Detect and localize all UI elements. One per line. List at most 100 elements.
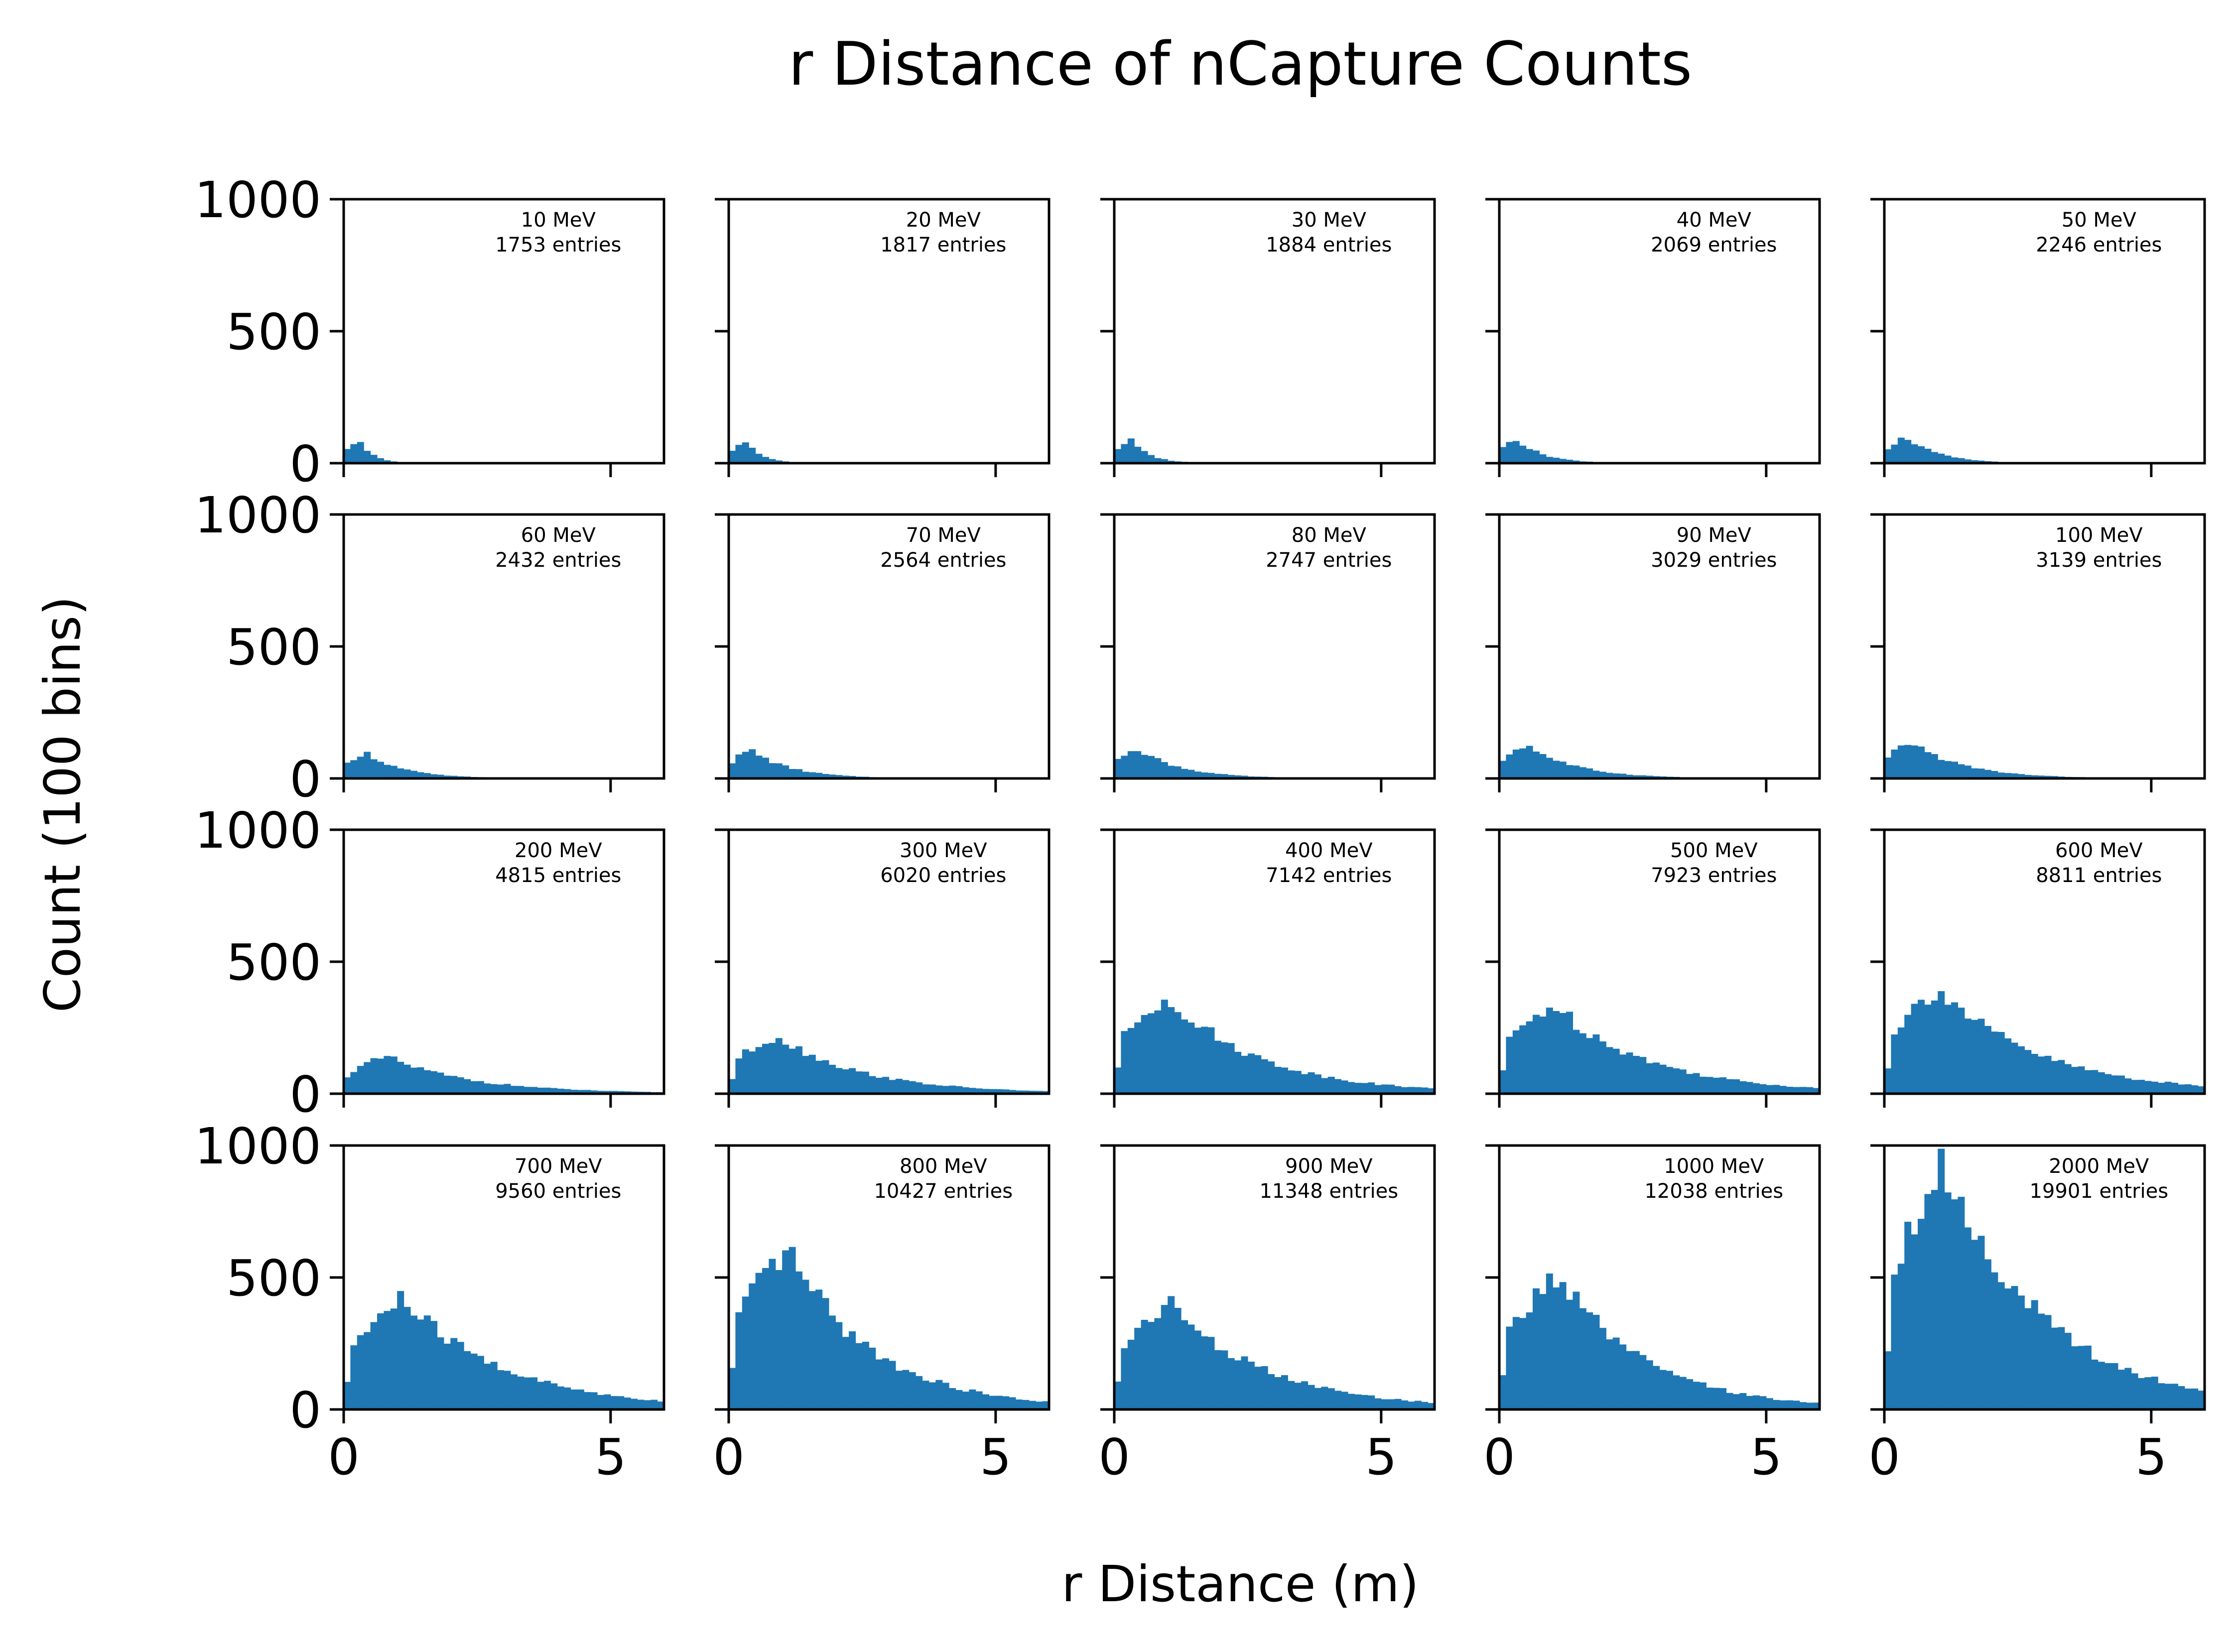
histogram-bar: [1374, 1085, 1382, 1094]
histogram-bar: [1799, 1087, 1807, 1094]
histogram-bar: [1506, 442, 1513, 463]
histogram-bar: [364, 1062, 371, 1094]
histogram-bar: [364, 1332, 371, 1409]
histogram-bar: [357, 757, 364, 778]
histogram-bar: [543, 1381, 551, 1409]
histogram-bar: [357, 442, 364, 463]
histogram-bar: [537, 1087, 544, 1094]
panel-entries-label: 19901 entries: [2029, 1180, 2168, 1203]
histogram-bar: [497, 1370, 505, 1409]
histogram-bar: [869, 1347, 876, 1409]
histogram-bar: [1679, 1377, 1687, 1409]
histogram-bar: [2164, 1081, 2172, 1094]
histogram-bar: [590, 1392, 598, 1409]
histogram-bar: [935, 1085, 943, 1094]
histogram-bar: [749, 1283, 756, 1409]
histogram-bar: [550, 1088, 558, 1094]
histogram-bar: [423, 1070, 431, 1094]
histogram-bar: [1553, 458, 1560, 463]
histogram-bar: [902, 1370, 910, 1409]
histogram-bar: [470, 1081, 478, 1094]
histogram-bar: [755, 1272, 763, 1409]
histogram-bar: [1327, 1388, 1335, 1409]
histogram-bar: [2158, 1083, 2165, 1094]
histogram-bar: [1918, 1219, 1925, 1409]
histogram-bar: [1746, 1396, 1753, 1409]
histogram-bar: [1121, 756, 1128, 778]
histogram-bar: [390, 1056, 397, 1094]
histogram-bar: [2017, 1046, 2025, 1094]
histogram-bar: [384, 460, 391, 463]
histogram-bar: [835, 1068, 843, 1094]
panel-entries-label: 1753 entries: [495, 234, 621, 256]
histogram-bar: [1181, 768, 1188, 778]
histogram-bar: [1274, 1377, 1282, 1409]
histogram-bar: [755, 1047, 763, 1094]
histogram-bar: [1944, 1192, 1952, 1409]
histogram-bar: [510, 1374, 518, 1409]
histogram-bar: [1127, 438, 1135, 463]
panel-entries-label: 3139 entries: [2036, 549, 2162, 572]
histogram-bar: [1977, 1018, 1985, 1094]
histogram-bar: [1984, 1025, 1991, 1094]
histogram-bar: [1194, 1330, 1201, 1409]
histogram-bar: [1766, 1398, 1773, 1409]
histogram-bar: [1931, 1000, 1938, 1094]
histogram-bar: [795, 1046, 802, 1094]
histogram-bar: [1114, 1067, 1121, 1094]
histogram-bar: [1174, 1308, 1182, 1409]
histogram-bar: [1221, 1042, 1228, 1094]
histogram-bar: [1368, 1082, 1375, 1094]
histogram-bar: [942, 1383, 949, 1409]
histogram-bar: [577, 1090, 584, 1094]
histogram-bar: [1566, 765, 1573, 778]
histogram-bar: [1546, 1008, 1553, 1094]
histogram-bar: [1639, 1355, 1647, 1409]
histogram-bar: [808, 772, 816, 778]
histogram-bar: [350, 1345, 358, 1409]
histogram-bar: [1626, 1351, 1633, 1409]
histogram-bar: [742, 1049, 749, 1094]
panel-entries-label: 1884 entries: [1266, 234, 1392, 256]
histogram-bar: [1997, 1032, 2005, 1094]
histogram-bar: [955, 1390, 963, 1409]
histogram-bar: [530, 1087, 538, 1094]
histogram-bar: [1227, 774, 1235, 778]
panel-energy-label: 40 MeV: [1677, 209, 1752, 232]
histogram-bar: [1646, 1360, 1653, 1409]
histogram-bar: [2038, 1313, 2045, 1409]
histogram-bar: [1194, 771, 1201, 778]
histogram-bar: [1632, 1351, 1640, 1409]
histogram-bar: [1592, 770, 1600, 778]
histogram-bar: [1321, 1387, 1328, 1409]
histogram-bar: [962, 1087, 969, 1094]
histogram-bar: [1612, 1337, 1620, 1409]
histogram-bar: [1288, 1070, 1295, 1094]
histogram-bar: [344, 449, 351, 463]
histogram-bar: [1134, 751, 1142, 778]
histogram-bar: [584, 1090, 591, 1094]
panel-energy-label: 30 MeV: [1292, 209, 1367, 232]
histogram-bar: [1726, 1079, 1733, 1094]
panel-entries-label: 2246 entries: [2036, 234, 2162, 256]
histogram-bar: [1592, 1315, 1600, 1409]
histogram-bar: [1506, 1326, 1513, 1409]
histogram-bar: [975, 1391, 983, 1409]
histogram-bar: [835, 1322, 843, 1409]
histogram-bar: [1533, 752, 1540, 778]
histogram-bar: [1254, 1367, 1262, 1409]
histogram-bar: [504, 1371, 511, 1409]
histogram-bar: [1891, 750, 1898, 778]
histogram-bar: [1187, 769, 1195, 778]
panel-energy-label: 700 MeV: [515, 1155, 602, 1178]
histogram-bar: [1241, 1356, 1248, 1409]
histogram-bar: [364, 451, 371, 463]
histogram-bar: [1659, 1370, 1667, 1409]
histogram-bar: [1911, 444, 1918, 463]
histogram-bar: [437, 1072, 444, 1094]
